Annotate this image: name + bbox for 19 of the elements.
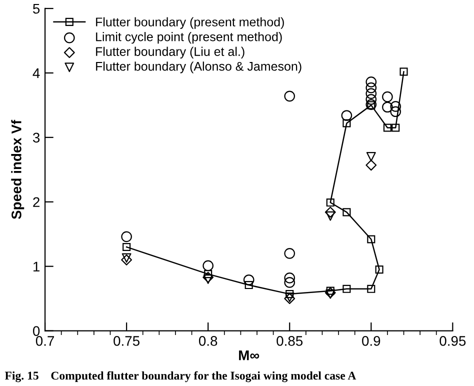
y-axis-title: Speed index Vf <box>11 120 24 220</box>
legend-label: Flutter boundary (present method) <box>96 17 284 29</box>
x-tick-label: 0.75 <box>114 336 140 346</box>
legend-label: Flutter boundary (Alonso & Jameson) <box>96 62 302 74</box>
x-tick-label: 0.95 <box>440 336 466 346</box>
y-tick-label: 2 <box>33 197 40 207</box>
x-tick-label: 0.7 <box>36 336 54 346</box>
x-tick-label: 0.8 <box>198 336 218 346</box>
y-tick-label: 5 <box>33 4 40 14</box>
caption: Fig. 15 Computed flutter boundary for the Isogai wing model case A <box>4 371 356 382</box>
x-tick-label: 0.85 <box>276 336 303 346</box>
x-axis-title: M∞ <box>239 350 260 360</box>
y-tick-label: 1 <box>34 262 40 272</box>
legend-label: Flutter boundary (Liu et al.) <box>96 46 244 58</box>
legend-label: Limit cycle point (present method) <box>96 32 282 44</box>
x-tick-label: 0.9 <box>362 336 380 346</box>
y-tick-label: 0 <box>32 326 40 336</box>
y-tick-label: 4 <box>32 68 40 78</box>
y-tick-label: 3 <box>32 132 40 143</box>
